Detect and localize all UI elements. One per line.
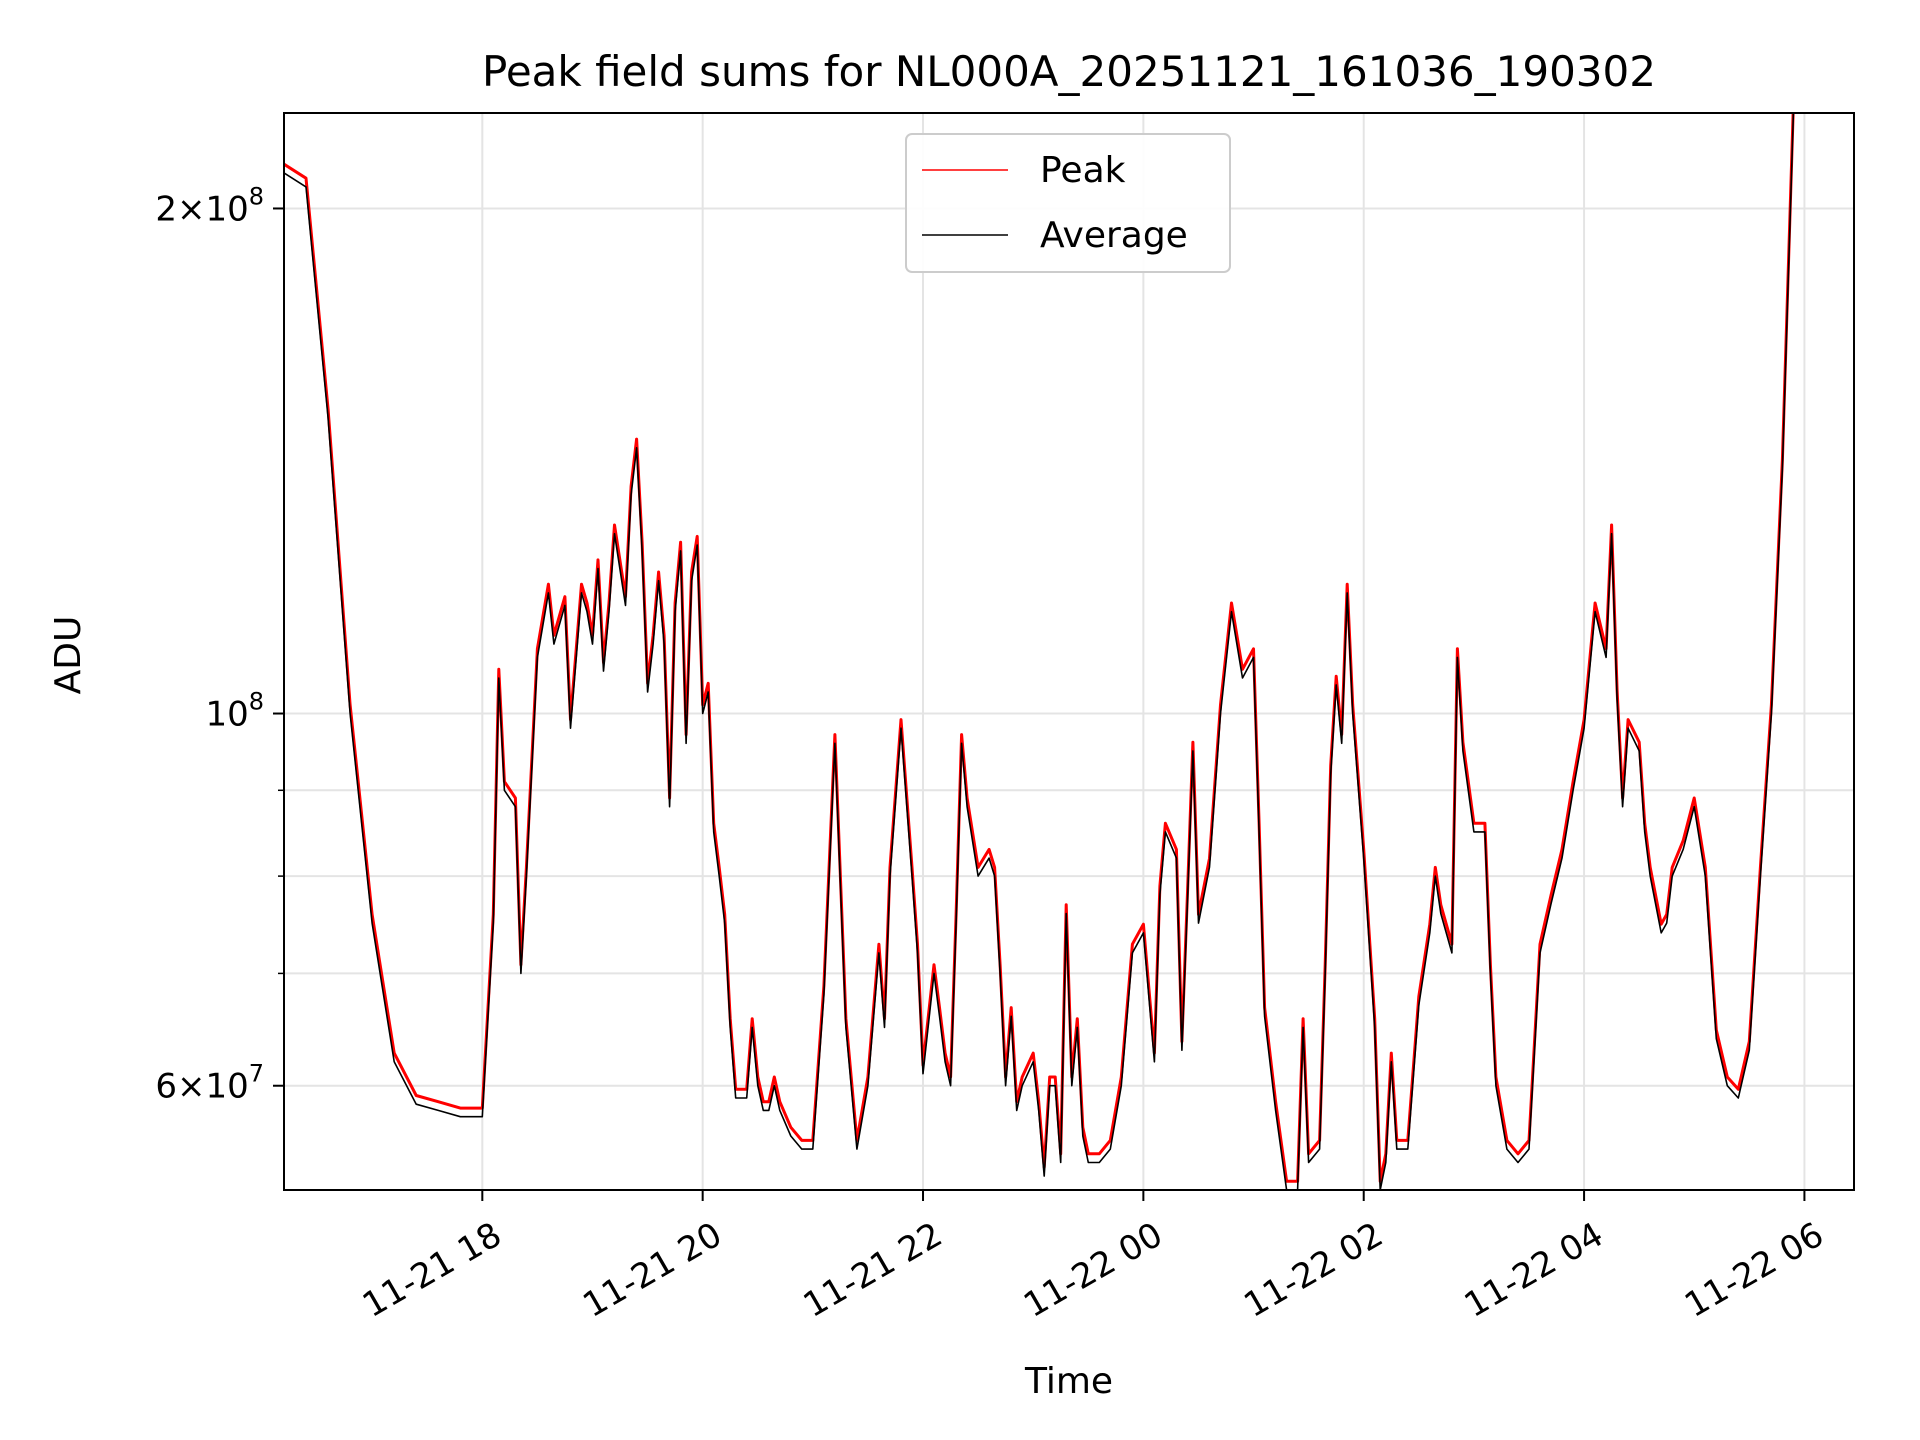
x-axis-label: Time bbox=[1024, 1361, 1113, 1402]
y-tick-label: 108 bbox=[205, 688, 264, 735]
y-tick-label: 6×107 bbox=[155, 1060, 264, 1107]
y-tick-label: 2×108 bbox=[155, 182, 264, 229]
plot-frame bbox=[283, 112, 1855, 1191]
chart-title: Peak field sums for NL000A_20251121_1610… bbox=[482, 47, 1656, 96]
legend: Peak Average bbox=[905, 133, 1231, 273]
series-line-peak bbox=[284, 113, 1795, 1183]
series-group bbox=[284, 113, 1805, 1190]
legend-box bbox=[905, 133, 1231, 273]
y-axis-label: ADU bbox=[48, 616, 89, 695]
legend-label-average: Average bbox=[1040, 215, 1188, 256]
series-line-average bbox=[284, 113, 1805, 1190]
legend-label-peak: Peak bbox=[1040, 150, 1126, 191]
grid bbox=[284, 113, 1854, 1190]
